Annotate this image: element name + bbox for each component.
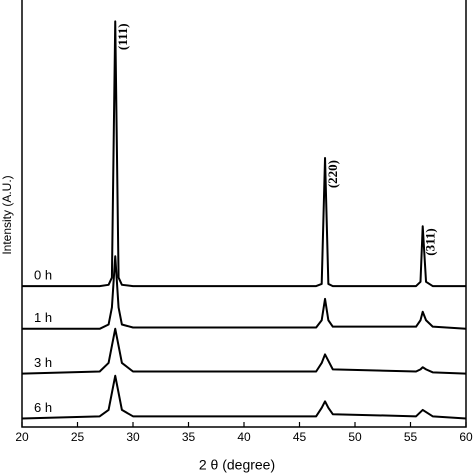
x-tick-label: 30 [126, 430, 140, 444]
x-axis-label: 2 θ (degree) [199, 457, 275, 473]
series-label: 1 h [34, 310, 52, 325]
x-tick-label: 40 [237, 430, 251, 444]
peak-annotation: (220) [325, 160, 340, 188]
x-tick-label: 20 [15, 430, 29, 444]
xrd-pattern [21, 374, 467, 420]
x-tick-label: 60 [459, 430, 473, 444]
xrd-pattern [21, 327, 467, 375]
x-tick-label: 45 [293, 430, 307, 444]
x-tick-label: 50 [348, 430, 362, 444]
peak-annotation: (111) [115, 23, 130, 50]
peak-annotation: (311) [423, 228, 438, 255]
series-label: 6 h [34, 400, 52, 415]
series-label: 0 h [34, 268, 52, 283]
x-tick-label: 35 [182, 430, 196, 444]
x-tick-label: 25 [71, 430, 85, 444]
x-tick-label: 55 [404, 430, 418, 444]
y-axis-label: Intensity (A.U.) [0, 175, 14, 254]
plot-frame [21, 0, 467, 428]
series-label: 3 h [34, 355, 52, 370]
xrd-pattern [22, 20, 466, 288]
xrd-pattern [22, 255, 467, 330]
